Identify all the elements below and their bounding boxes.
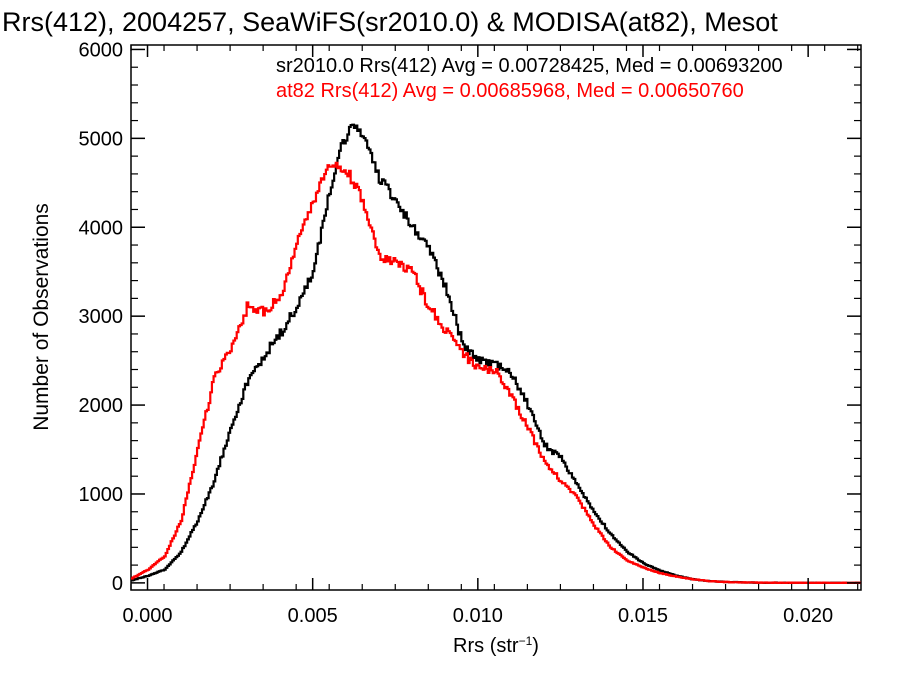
y-tick-label: 1000 bbox=[79, 484, 124, 506]
x-tick-label: 0.010 bbox=[453, 605, 503, 627]
y-tick-label: 5000 bbox=[79, 128, 124, 150]
y-tick-label: 3000 bbox=[79, 306, 124, 328]
x-tick-label: 0.000 bbox=[122, 605, 172, 627]
chart-title: Rrs(412), 2004257, SeaWiFS(sr2010.0) & M… bbox=[2, 7, 778, 37]
y-tick-label: 6000 bbox=[79, 39, 124, 61]
series-line-2 bbox=[131, 161, 861, 584]
x-tick-label: 0.020 bbox=[783, 605, 833, 627]
y-tick-label: 4000 bbox=[79, 217, 124, 239]
y-tick-label: 0 bbox=[112, 573, 123, 595]
legend-entry-1: sr2010.0 Rrs(412) Avg = 0.00728425, Med … bbox=[276, 55, 783, 77]
y-tick-label: 2000 bbox=[79, 395, 124, 417]
x-tick-label: 0.015 bbox=[618, 605, 668, 627]
plot-frame bbox=[130, 44, 862, 591]
x-axis-label: Rrs (str−1) bbox=[453, 634, 539, 657]
x-axis-label-text: Rrs (str bbox=[453, 635, 519, 657]
legend-entry-2: at82 Rrs(412) Avg = 0.00685968, Med = 0.… bbox=[276, 80, 744, 102]
y-axis-label: Number of Observations bbox=[30, 203, 53, 431]
x-tick-label: 0.005 bbox=[288, 605, 338, 627]
x-axis-label-close: ) bbox=[532, 635, 539, 657]
x-axis-label-superscript: −1 bbox=[519, 634, 533, 648]
